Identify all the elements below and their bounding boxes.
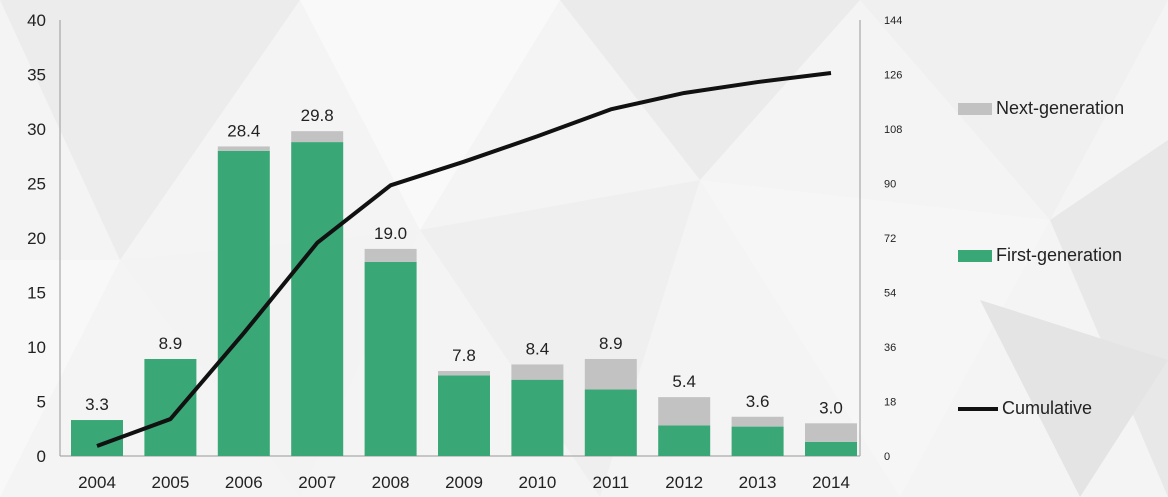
x-axis: 2004 2005 2006 2007 2008 2009 2010 2011 2012 2013… [78,473,850,492]
bar-next-generation [511,364,564,380]
legend-swatch-first-generation [958,249,992,262]
x-tick-label: 2009 [445,473,483,492]
bar-total-label: 8.9 [599,334,623,353]
left-y-tick-label: 30 [27,120,46,139]
bar-next-generation [584,358,637,390]
x-tick-label: 2011 [593,473,630,492]
bar-total-label: 3.6 [746,392,770,411]
left-y-axis: 0 5 10 15 20 25 30 35 40 [27,11,860,466]
bar-first-generation [511,379,564,456]
legend-label-cumulative: Cumulative [1002,398,1093,418]
bar-total-label: 8.4 [526,339,550,358]
left-y-tick-label: 20 [27,229,46,248]
bar-next-generation [217,146,270,151]
legend-label-first-generation: First-generation [996,245,1123,265]
left-y-tick-label: 40 [27,11,46,30]
x-tick-label: 2006 [225,473,263,492]
right-y-tick-label: 54 [884,288,896,300]
legend-label-next-generation: Next-generation [996,98,1125,118]
legend-first-generation: First-generation [958,245,1122,266]
bar-first-generation [658,425,711,456]
left-y-tick-label: 35 [27,66,46,85]
bar-first-generation [364,261,417,456]
legend-swatch-next-generation [958,102,992,115]
right-y-axis: 0 18 36 54 72 90 108 126 144 [859,15,902,463]
bar-first-generation [217,150,270,457]
cumulative-series [96,71,832,448]
x-tick-label: 2007 [298,473,336,492]
left-y-tick-label: 10 [27,338,46,357]
legend-next-generation: Next-generation [958,98,1124,119]
x-tick-label: 2012 [665,473,703,492]
right-y-tick-label: 90 [884,179,896,191]
left-y-tick-label: 0 [37,447,46,466]
bar-first-generation [144,358,197,456]
x-tick-label: 2013 [739,473,777,492]
bar-next-generation [364,248,417,262]
bar-total-label: 5.4 [672,372,696,391]
right-y-tick-label: 126 [884,70,902,82]
bar-first-generation [805,441,857,456]
x-tick-label: 2005 [151,473,189,492]
bar-series [71,131,857,457]
x-tick-label: 2010 [518,473,556,492]
right-y-tick-label: 108 [884,124,902,136]
right-y-tick-label: 0 [884,451,890,463]
right-y-tick-label: 36 [884,342,896,354]
bar-total-label: 7.8 [452,346,476,365]
cumulative-line [96,71,832,448]
bar-next-generation [731,416,784,427]
x-tick-label: 2008 [372,473,410,492]
bar-next-generation [438,370,490,376]
bar-total-label: 28.4 [227,121,260,140]
bar-total-label: 8.9 [159,334,183,353]
left-y-tick-label: 15 [27,284,46,303]
bar-next-generation [291,131,344,143]
bar-next-generation [805,423,857,442]
bar-total-label: 3.3 [85,395,109,414]
right-y-tick-label: 144 [884,15,902,27]
legend-cumulative: Cumulative [958,398,1092,419]
bar-first-generation [731,426,784,456]
bar-first-generation [584,389,637,456]
bar-next-generation [658,397,711,426]
bar-total-label: 19.0 [374,224,407,243]
bar-first-generation [291,142,344,456]
left-y-tick-label: 25 [27,175,46,194]
legend-swatch-cumulative [958,406,998,411]
left-y-tick-label: 5 [37,393,46,412]
bar-total-label: 29.8 [301,106,334,125]
bar-total-label: 3.0 [819,398,843,417]
data-labels: 3.3 8.9 28.4 29.8 19.0 7.8 8.4 8.9 5.4 3.6 3.0 [85,106,843,417]
bar-first-generation [438,375,490,456]
x-tick-label: 2014 [812,473,850,492]
right-y-tick-label: 18 [884,397,896,409]
right-y-tick-label: 72 [884,233,896,245]
x-tick-label: 2004 [78,473,116,492]
